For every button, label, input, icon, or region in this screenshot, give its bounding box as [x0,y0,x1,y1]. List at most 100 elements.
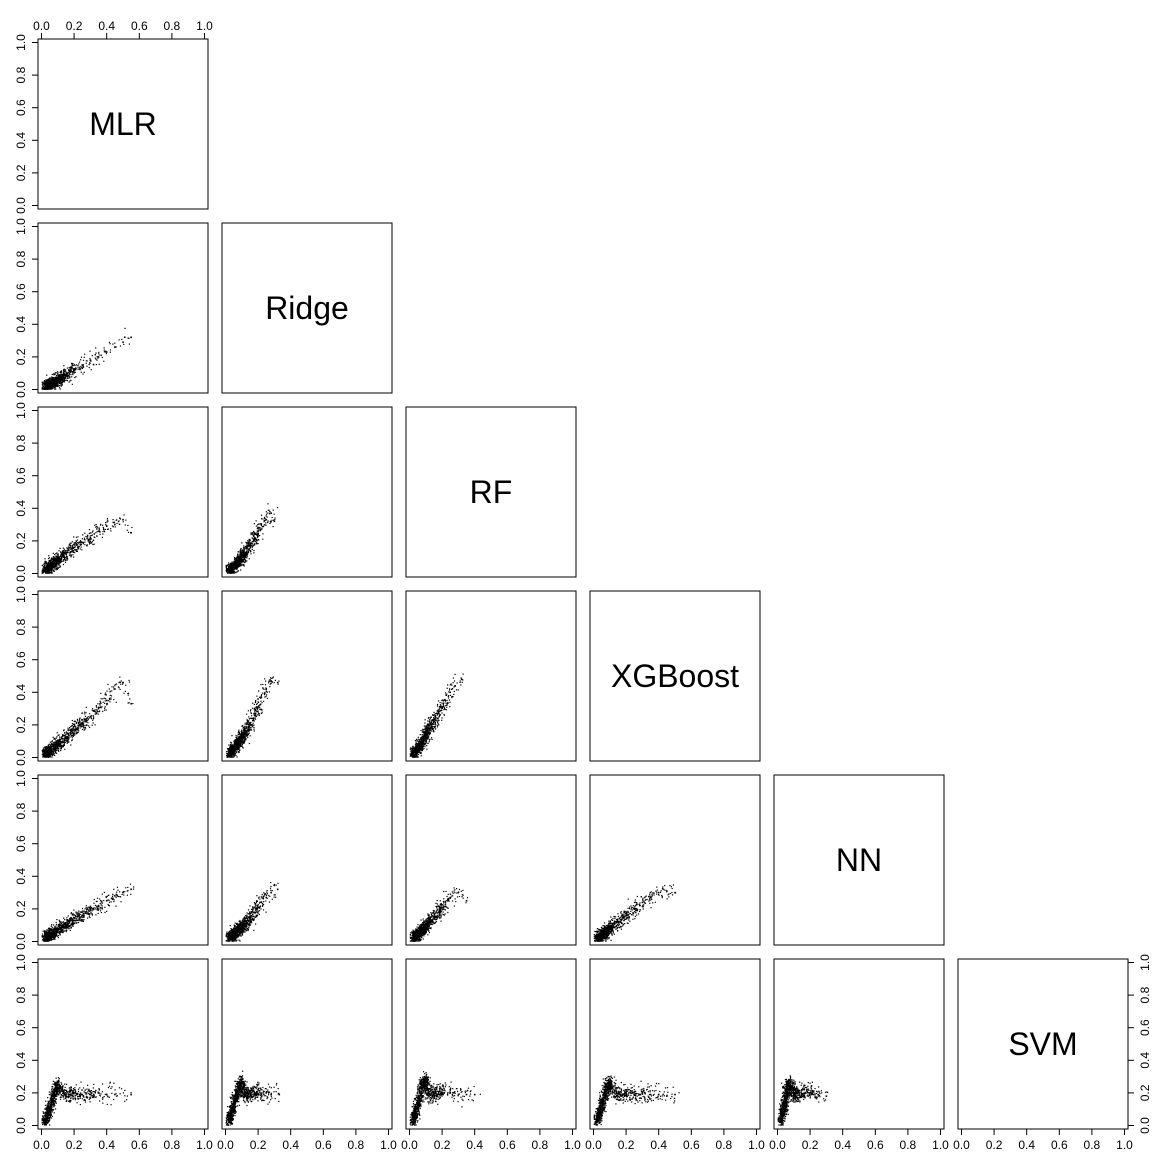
data-point [47,378,50,381]
data-point [82,724,84,726]
data-point [64,550,67,552]
data-point [69,551,71,553]
data-point [51,752,53,754]
data-point [43,1114,45,1117]
data-point [62,1092,64,1095]
data-point [43,565,45,568]
data-point [50,559,52,561]
data-point [233,568,236,570]
data-point [55,931,57,933]
data-point [52,563,54,565]
data-point [42,930,44,932]
data-point [61,557,63,559]
data-point [75,1084,77,1086]
data-point [52,570,54,572]
data-point [55,929,57,932]
data-point [83,910,85,912]
data-point [54,565,56,567]
data-point [48,937,50,939]
data-point [107,700,109,702]
data-point [80,356,83,358]
data-point [48,1091,50,1093]
data-point [82,1094,85,1097]
data-point [70,735,73,737]
data-point [87,725,90,727]
data-point [56,930,59,933]
data-point [94,724,96,726]
data-point [62,921,65,923]
data-point [57,380,59,382]
data-point [78,719,81,721]
data-point [95,526,97,528]
data-point [98,710,101,712]
data-point [96,906,98,908]
data-point [53,1101,55,1103]
data-point [60,743,62,745]
data-point [71,362,73,364]
data-point [68,918,71,920]
data-point [89,357,91,360]
data-point [50,1107,52,1109]
data-point [47,562,49,564]
panel-frame [221,406,393,578]
data-point [84,912,86,914]
data-point [44,383,46,386]
data-point [127,531,130,533]
data-point [100,899,102,902]
data-point [106,910,108,912]
data-point [47,1109,50,1111]
data-point [45,1123,48,1125]
data-point [86,1084,89,1086]
data-point [86,1088,88,1090]
data-point [228,569,231,571]
data-point [65,737,68,740]
scatter-mlr-vs-ridge [41,327,132,390]
data-point [54,737,56,739]
data-point [57,1090,59,1092]
data-point [44,937,46,939]
data-point [71,924,73,926]
data-point [51,747,53,749]
data-point [82,364,84,366]
data-point [90,538,93,540]
data-point [118,520,120,522]
data-point [53,384,55,386]
data-point [65,919,68,921]
data-point [52,938,54,940]
data-point [48,1110,51,1112]
data-point [61,382,63,384]
data-point [95,914,97,916]
data-point [43,1112,45,1114]
data-point [65,731,67,733]
data-point [50,935,52,937]
data-point [44,561,46,563]
data-point [51,572,53,574]
data-point [53,558,55,560]
data-point [76,731,78,733]
data-point [96,528,98,530]
data-point [68,732,70,734]
data-point [75,540,77,543]
data-point [95,363,97,366]
data-point [75,540,77,542]
data-point [58,750,60,752]
data-point [80,725,82,727]
data-point [53,1105,55,1107]
data-point [108,699,111,701]
data-point [73,731,75,733]
data-point [50,1117,52,1119]
data-point [76,728,79,731]
data-point [89,536,92,539]
data-point [51,934,53,937]
data-point [102,1096,104,1099]
data-point [55,1089,57,1091]
data-point [73,725,76,727]
data-point [70,1088,72,1091]
data-point [87,907,89,909]
data-point [53,1089,55,1091]
data-point [55,1091,57,1093]
data-point [66,550,69,552]
panel-frame [589,774,761,946]
data-point [131,526,133,529]
